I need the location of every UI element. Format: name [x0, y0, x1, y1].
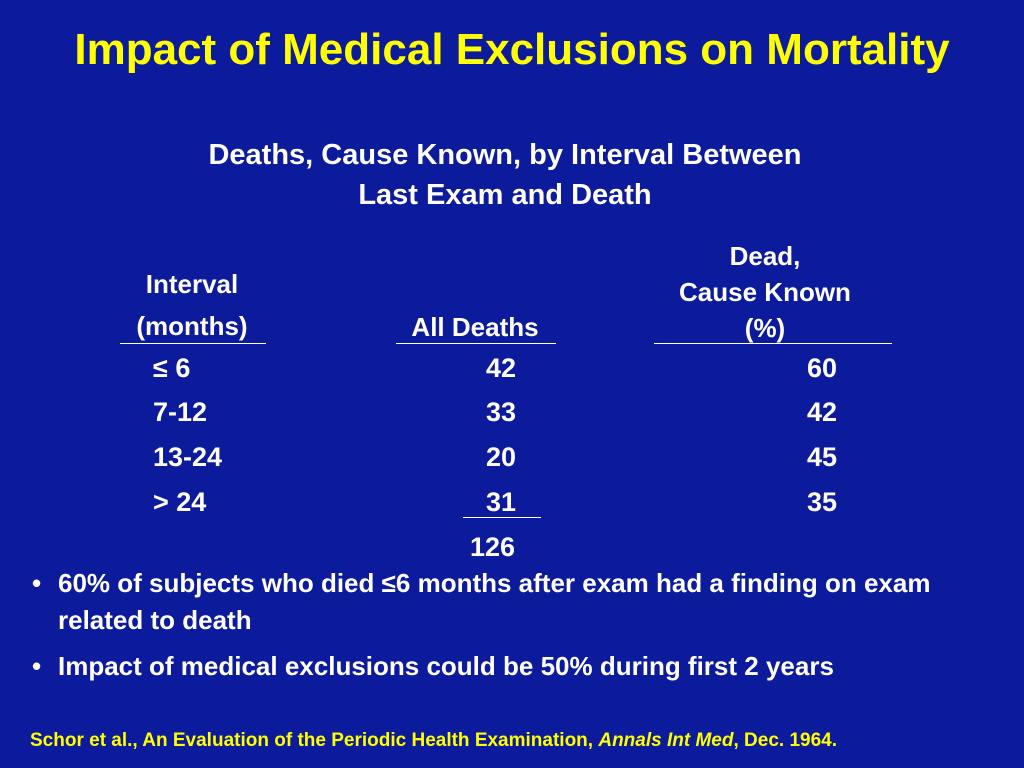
bullet-item-1: • 60% of subjects who died ≤6 months aft…: [30, 565, 990, 639]
citation-journal: Annals Int Med: [598, 730, 734, 751]
row-4-interval: > 24: [153, 487, 207, 517]
subtitle-line-1: Deaths, Cause Known, by Interval Between: [208, 139, 802, 171]
row-2-cause-known: 42: [807, 397, 838, 427]
row-3-all-deaths: 20: [486, 442, 517, 472]
row-1-all-deaths: 42: [486, 353, 517, 383]
slide-title: Impact of Medical Exclusions on Mortalit…: [74, 25, 950, 74]
slide-subtitle: Deaths, Cause Known, by Interval Between…: [100, 135, 910, 215]
header-cause-line-3: (%): [744, 313, 786, 343]
citation-prefix: Schor et al., An Evaluation of the Perio…: [30, 730, 599, 751]
row-1-cause-known: 60: [807, 353, 838, 383]
citation-suffix: , Dec. 1964.: [733, 730, 838, 751]
header-cause-line-2: Cause Known: [679, 277, 851, 307]
header-all-deaths-underline: [396, 343, 556, 344]
bullet-item-2: • Impact of medical exclusions could be …: [30, 648, 990, 685]
header-cause-known-underline: [654, 343, 892, 344]
row-2-all-deaths: 33: [486, 397, 517, 427]
bullet-list: • 60% of subjects who died ≤6 months aft…: [30, 565, 990, 694]
row-3-cause-known: 45: [807, 442, 838, 472]
bullet-text: 60% of subjects who died ≤6 months after…: [58, 568, 931, 635]
bullet-marker: •: [32, 651, 42, 681]
row-2-interval: 7-12: [153, 397, 208, 427]
header-interval-line-1: Interval: [145, 269, 239, 299]
header-all-deaths-label: All Deaths: [411, 312, 539, 342]
header-all-deaths: All Deaths: [385, 309, 565, 345]
row-4-cause-known: 35: [807, 487, 838, 517]
total-underline: [463, 517, 541, 518]
row-3-interval: 13-24: [153, 442, 223, 472]
header-interval: Interval (months): [112, 266, 272, 344]
subtitle-line-2: Last Exam and Death: [358, 179, 652, 211]
row-4-all-deaths: 31: [486, 487, 517, 517]
header-cause-line-1: Dead,: [729, 241, 801, 271]
bullet-text: Impact of medical exclusions could be 50…: [58, 651, 834, 681]
header-cause-known: Dead, Cause Known (%): [640, 238, 890, 346]
header-interval-underline: [120, 343, 266, 344]
total-all-deaths: 126: [470, 532, 516, 562]
bullet-marker: •: [32, 568, 42, 598]
citation: Schor et al., An Evaluation of the Perio…: [30, 728, 1010, 754]
header-interval-line-2: (months): [136, 311, 248, 341]
row-1-interval: ≤ 6: [153, 353, 191, 383]
